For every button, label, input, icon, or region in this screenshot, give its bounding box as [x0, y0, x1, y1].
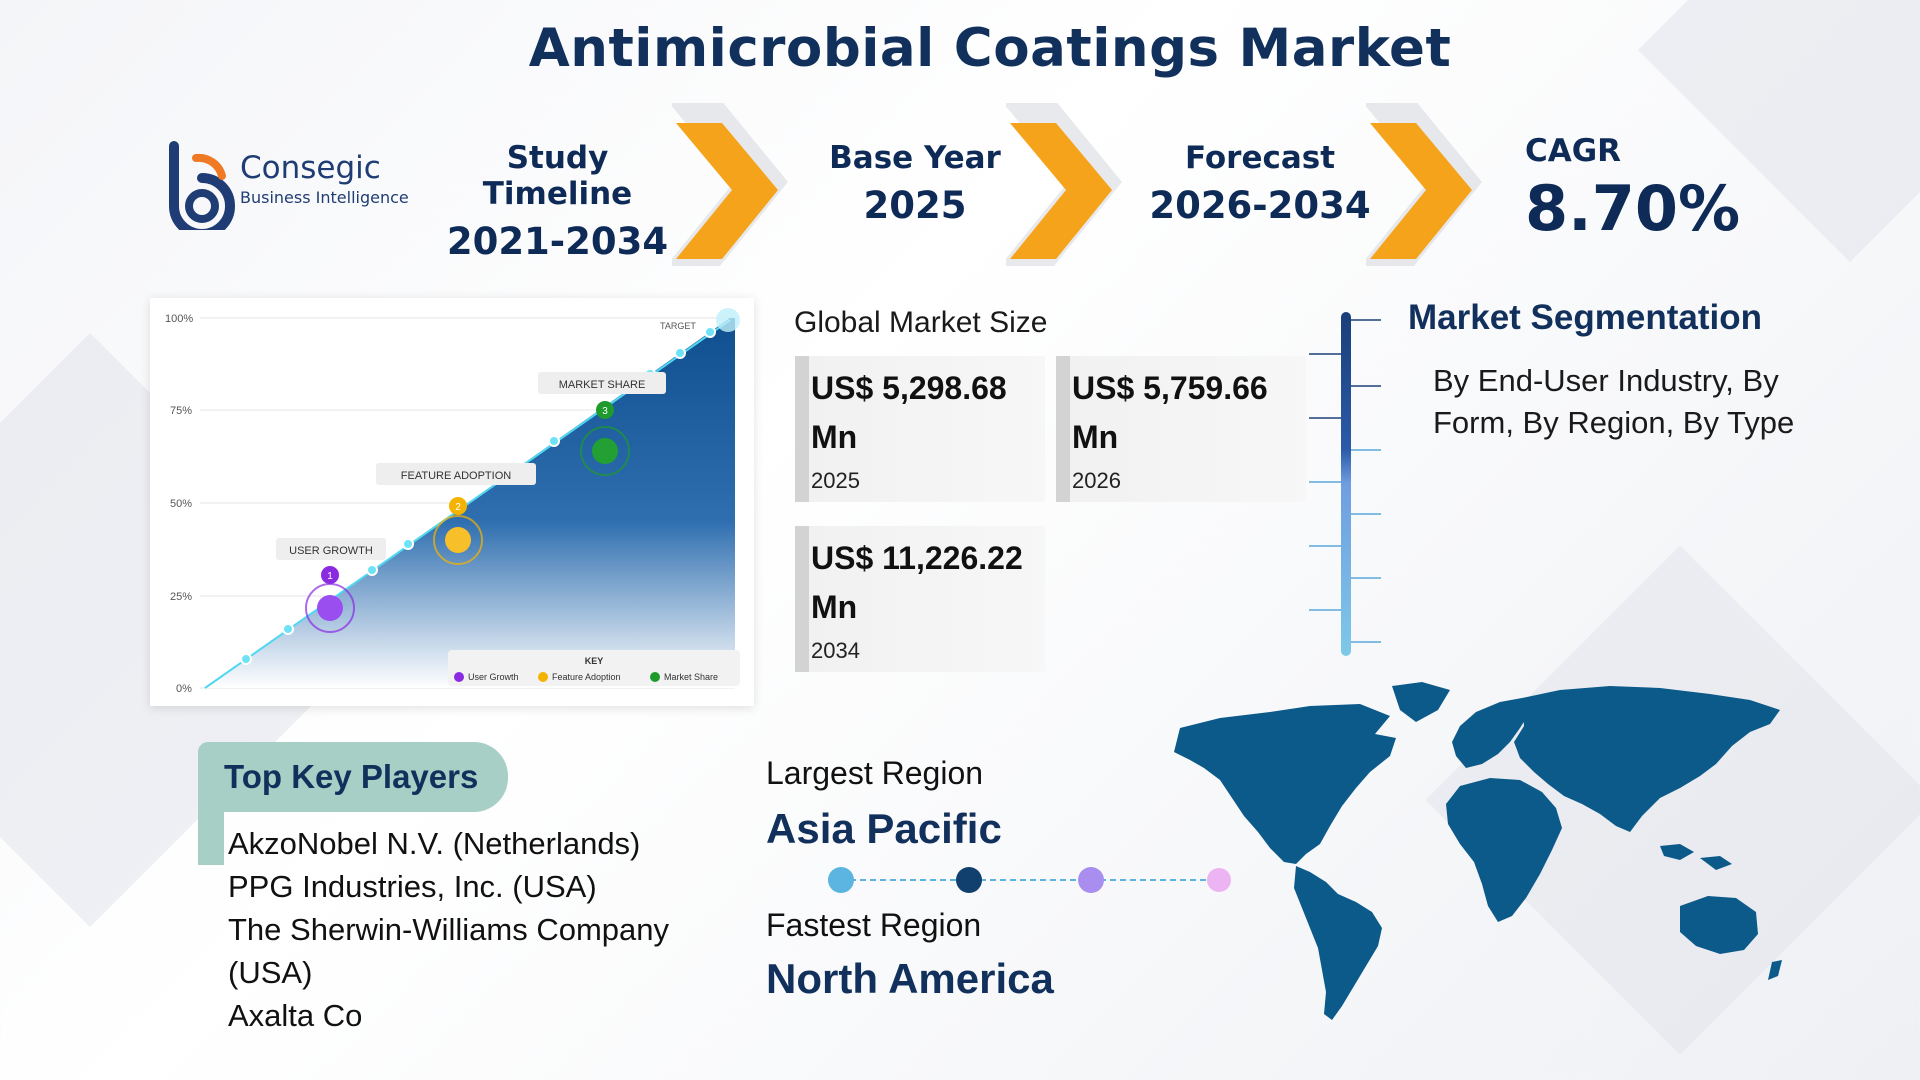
market-size-value: US$ 11,226.22: [811, 540, 1023, 576]
largest-region-label: Largest Region: [766, 755, 984, 791]
cagr-label: CAGR: [1525, 133, 1622, 169]
chevron-arrow-icon: [1366, 103, 1482, 266]
stat-value: 2021-2034: [446, 220, 669, 263]
stat-label: Study Timeline: [482, 140, 633, 212]
target-icon: [716, 308, 740, 332]
cb-logo-icon: [169, 141, 235, 230]
market-size-box: US$ 11,226.22 Mn 2034: [795, 526, 1045, 672]
market-size-unit: Mn: [811, 419, 858, 455]
growth-chart-image: 100% 75% 50% 25% 0% TARGET 1 USER GROWTH…: [150, 298, 754, 706]
region-connector: [828, 867, 1231, 893]
cagr-value: 8.70%: [1525, 172, 1741, 245]
stat-value: 2026-2034: [1149, 184, 1371, 227]
key-title: KEY: [585, 656, 604, 666]
stat-label: Forecast: [1184, 140, 1336, 176]
fastest-region-value: North America: [766, 955, 1054, 1002]
market-size-unit: Mn: [1072, 419, 1119, 455]
key-players-badge: [198, 742, 508, 812]
market-size-box: US$ 5,759.66 Mn 2026: [1056, 356, 1306, 502]
milestone-number: 3: [602, 406, 608, 417]
company-logo: Consegic Business Intelligence: [160, 140, 420, 230]
stat-base-year: Base Year 2025: [800, 140, 1030, 227]
market-size-box: US$ 5,298.68 Mn 2025: [795, 356, 1045, 502]
chevron-arrow-icon: [672, 103, 788, 266]
market-size-value: US$ 5,759.66: [1072, 370, 1268, 406]
list-item: The Sherwin-Williams Company (USA): [228, 912, 670, 990]
y-tick: 100%: [165, 313, 193, 325]
key-item: Market Share: [664, 672, 718, 682]
key-item: User Growth: [468, 672, 519, 682]
milestone-number: 2: [455, 502, 461, 513]
segmentation-ruler: [1309, 312, 1381, 656]
target-label: TARGET: [660, 321, 696, 331]
market-size-unit: Mn: [811, 589, 858, 625]
milestone-label: FEATURE ADOPTION: [401, 470, 511, 482]
y-tick: 75%: [170, 405, 192, 417]
y-tick: 50%: [170, 498, 192, 510]
stat-forecast: Forecast 2026-2034: [1130, 140, 1390, 227]
market-size-title: Global Market Size: [794, 306, 1048, 339]
stat-study-timeline: Study Timeline 2021-2034: [430, 140, 685, 263]
world-map-image: [1174, 682, 1782, 1020]
key-players-tab: [198, 810, 224, 865]
page-title: Antimicrobial Coatings Market: [528, 18, 1452, 79]
chevron-arrow-icon: [1006, 103, 1122, 266]
milestone-label: USER GROWTH: [289, 545, 373, 557]
logo-name: Consegic: [240, 150, 381, 186]
milestone-label: MARKET SHARE: [559, 379, 646, 391]
growth-chart: 100% 75% 50% 25% 0% TARGET 1 USER GROWTH…: [165, 308, 740, 695]
y-tick: 25%: [170, 591, 192, 603]
market-size-year: 2026: [1072, 468, 1121, 493]
market-size-year: 2025: [811, 468, 860, 493]
market-size-value: US$ 5,298.68: [811, 370, 1007, 406]
key-players-title: Top Key Players: [224, 758, 479, 795]
stat-value: 2025: [863, 184, 967, 227]
largest-region-value: Asia Pacific: [766, 805, 1002, 852]
key-players-list: AkzoNobel N.V. (Netherlands) PPG Industr…: [228, 822, 708, 1037]
milestone-number: 1: [327, 571, 333, 582]
key-item: Feature Adoption: [552, 672, 621, 682]
list-item: AkzoNobel N.V. (Netherlands): [228, 826, 641, 861]
segmentation-text: By End-User Industry, By Form, By Region…: [1433, 363, 1795, 440]
list-item: PPG Industries, Inc. (USA): [228, 869, 597, 904]
logo-tagline: Business Intelligence: [240, 188, 409, 207]
fastest-region-label: Fastest Region: [766, 907, 982, 943]
list-item: Axalta Co: [228, 998, 363, 1033]
market-size-year: 2034: [811, 638, 860, 663]
segmentation-title: Market Segmentation: [1408, 298, 1762, 337]
stat-label: Base Year: [829, 140, 1001, 176]
y-tick: 0%: [176, 683, 192, 695]
